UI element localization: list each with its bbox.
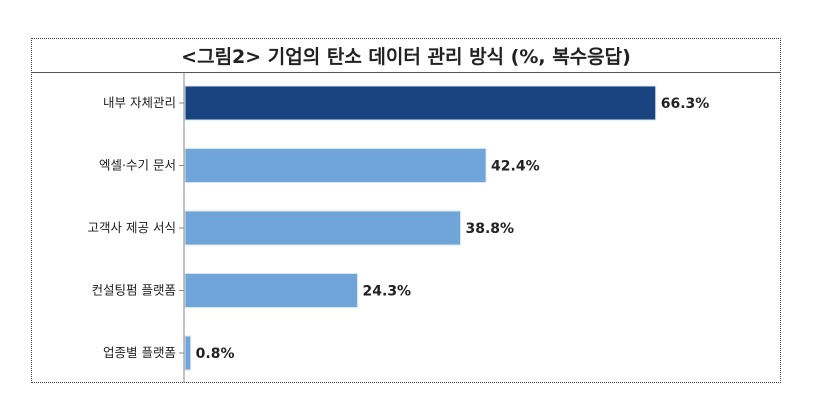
- bar: [184, 273, 359, 308]
- category-label: 내부 자체관리: [103, 95, 176, 110]
- bar: [184, 210, 461, 246]
- chart-frame: <그림2> 기업의 탄소 데이터 관리 방식 (%, 복수응답): [31, 38, 781, 383]
- data-label: 24.3%: [363, 284, 412, 300]
- bar: [184, 148, 487, 183]
- bar: [184, 85, 657, 121]
- data-label: 38.8%: [465, 221, 514, 237]
- bar: [184, 335, 192, 371]
- category-label: 고객사 제공 서식: [88, 220, 176, 235]
- category-label: 엑셀·수기 문서: [99, 158, 176, 173]
- category-label: 컨설팅펌 플랫폼: [92, 283, 176, 298]
- chart-title: <그림2> 기업의 탄소 데이터 관리 방식 (%, 복수응답): [32, 39, 780, 73]
- data-label: 66.3%: [661, 96, 710, 112]
- data-label: 0.8%: [196, 346, 235, 362]
- category-label: 업종별 플랫폼: [103, 345, 176, 360]
- data-label: 42.4%: [491, 159, 540, 175]
